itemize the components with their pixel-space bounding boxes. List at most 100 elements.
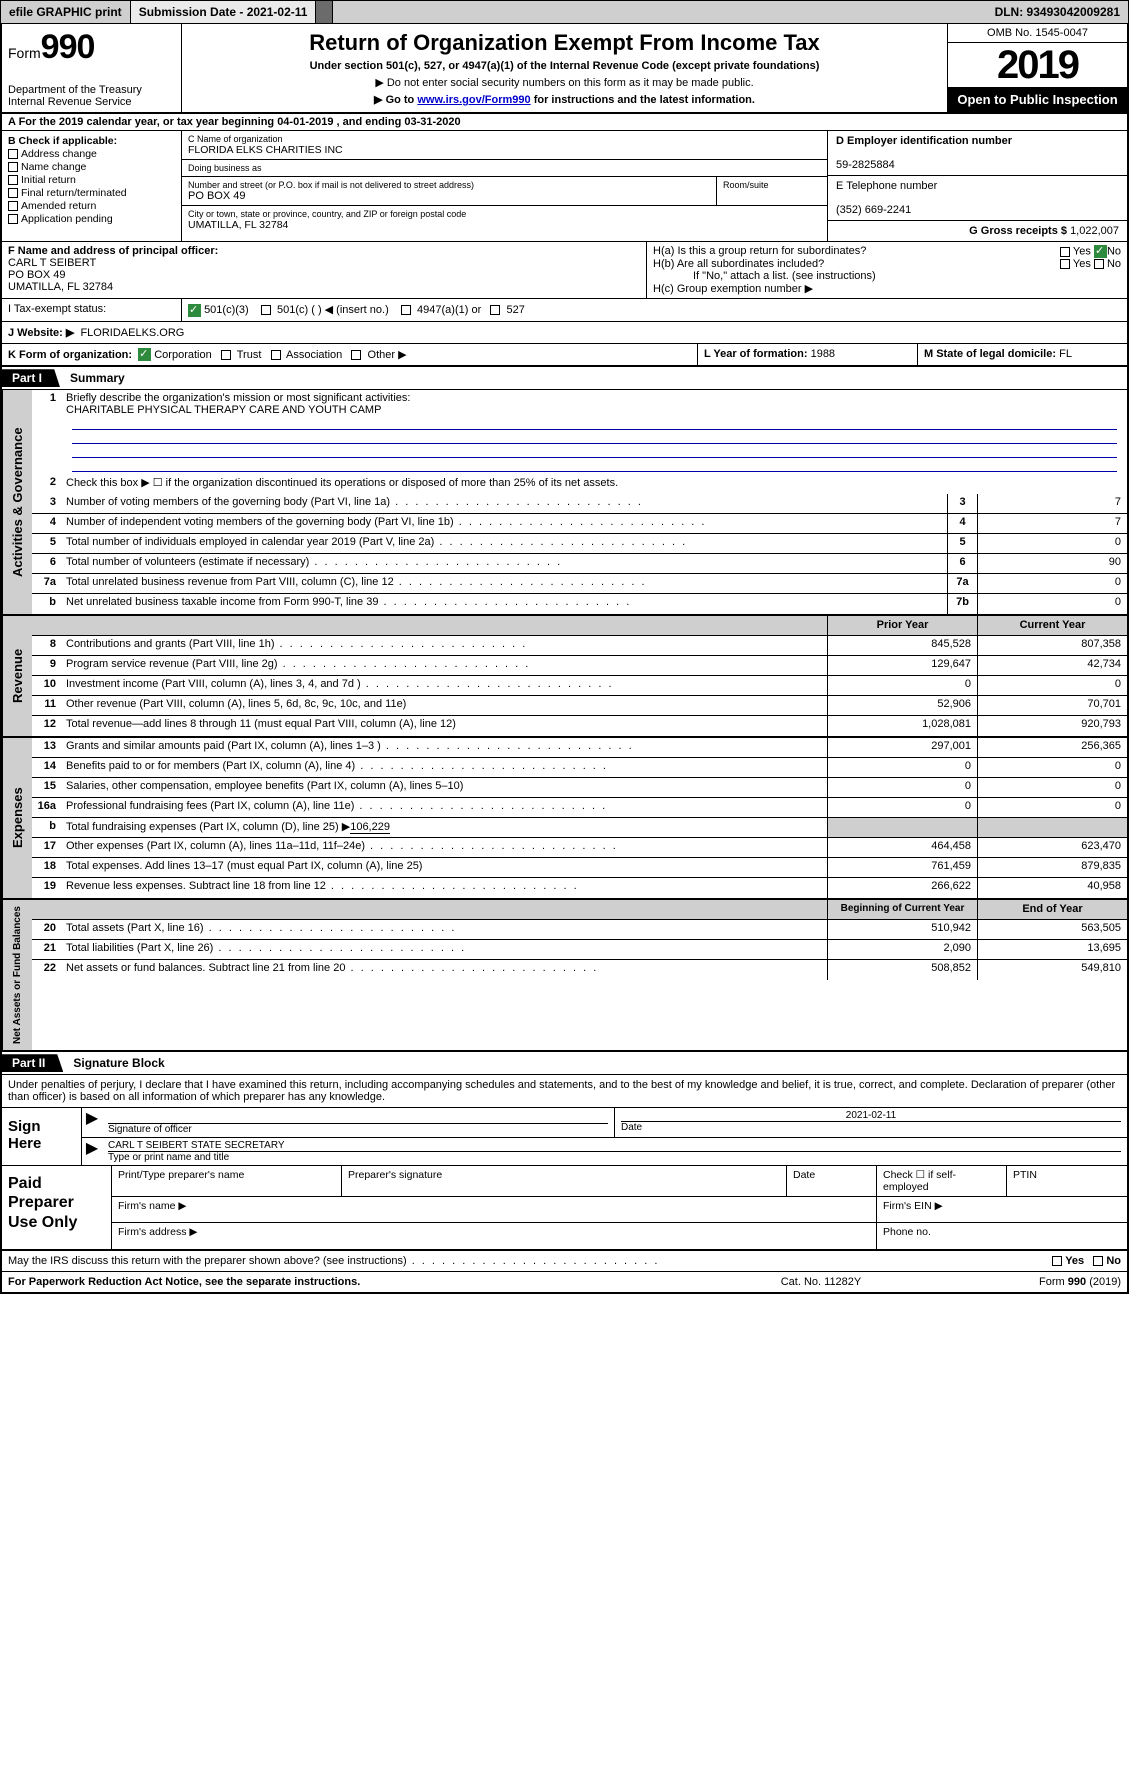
arrow-icon: ▶: [82, 1138, 102, 1165]
header-mid: Return of Organization Exempt From Incom…: [182, 24, 947, 112]
val-5: 0: [977, 534, 1127, 553]
preparer-sig[interactable]: Preparer's signature: [342, 1166, 787, 1196]
p9: 129,647: [827, 656, 977, 675]
q3-text: Number of voting members of the governin…: [62, 494, 947, 513]
cb-application-pending[interactable]: Application pending: [8, 213, 175, 225]
cb-initial-return[interactable]: Initial return: [8, 174, 175, 186]
preparer-date[interactable]: Date: [787, 1166, 877, 1196]
k-other[interactable]: Other ▶: [368, 349, 407, 361]
qnum-13: 13: [32, 738, 62, 757]
preparer-name[interactable]: Print/Type preparer's name: [112, 1166, 342, 1196]
netassets-body: Beginning of Current Year End of Year 20…: [32, 900, 1127, 1050]
sig-officer-cell[interactable]: Signature of officer: [102, 1108, 615, 1137]
cb-address-change[interactable]: Address change: [8, 148, 175, 160]
cb-amended-return[interactable]: Amended return: [8, 200, 175, 212]
i-501c3[interactable]: 501(c)(3): [204, 304, 249, 316]
row-j: J Website: ▶ FLORIDAELKS.ORG: [2, 322, 1127, 344]
q4-text: Number of independent voting members of …: [62, 514, 947, 533]
ha-yesno[interactable]: Yes No: [1060, 245, 1121, 258]
form-prefix: Form: [8, 45, 41, 61]
form-number: Form990: [8, 28, 175, 67]
q19-text: Revenue less expenses. Subtract line 18 …: [62, 878, 827, 898]
mission-line: [72, 458, 1117, 472]
firm-phone[interactable]: Phone no.: [877, 1223, 1127, 1249]
vlabel-governance: Activities & Governance: [2, 390, 32, 614]
qnum-17: 17: [32, 838, 62, 857]
qnum-8: 8: [32, 636, 62, 655]
preparer-ptin[interactable]: PTIN: [1007, 1166, 1127, 1196]
i-4947[interactable]: 4947(a)(1) or: [417, 304, 481, 316]
ha-text: H(a) Is this a group return for subordin…: [653, 245, 1060, 258]
q10-text: Investment income (Part VIII, column (A)…: [62, 676, 827, 695]
row-a-text: A For the 2019 calendar year, or tax yea…: [8, 116, 461, 128]
q8-text: Contributions and grants (Part VIII, lin…: [62, 636, 827, 655]
section-netassets: Net Assets or Fund Balances Beginning of…: [2, 900, 1127, 1052]
submission-date-button[interactable]: Submission Date - 2021-02-11: [131, 1, 317, 23]
addr-value: PO BOX 49: [188, 190, 710, 202]
mission-line: [72, 444, 1117, 458]
i-527[interactable]: 527: [506, 304, 524, 316]
numcol-5: 5: [947, 534, 977, 553]
dba-cell: Doing business as: [182, 160, 827, 177]
i-label: I Tax-exempt status:: [2, 299, 182, 321]
k-corp[interactable]: Corporation: [154, 349, 211, 361]
part2-label: Part II: [2, 1054, 63, 1072]
row-fh: F Name and address of principal officer:…: [2, 242, 1127, 299]
city-value: UMATILLA, FL 32784: [188, 219, 821, 231]
c15: 0: [977, 778, 1127, 797]
phone-cell: E Telephone number (352) 669-2241: [828, 176, 1127, 221]
qnum-19: 19: [32, 878, 62, 898]
paid-cells: Print/Type preparer's name Preparer's si…: [112, 1166, 1127, 1249]
expenses-body: 13 Grants and similar amounts paid (Part…: [32, 738, 1127, 898]
p10: 0: [827, 676, 977, 695]
dept-treasury: Department of the Treasury Internal Reve…: [8, 84, 175, 108]
q14-text: Benefits paid to or for members (Part IX…: [62, 758, 827, 777]
val-3: 7: [977, 494, 1127, 513]
hb-yesno[interactable]: Yes No: [1060, 258, 1121, 270]
irs-link[interactable]: www.irs.gov/Form990: [417, 94, 530, 106]
header-left: Form990 Department of the Treasury Inter…: [2, 24, 182, 112]
hdr-end: End of Year: [977, 900, 1127, 919]
sig-date-cell: 2021-02-11 Date: [615, 1108, 1127, 1137]
spacer: [62, 616, 827, 635]
cb-name-change[interactable]: Name change: [8, 161, 175, 173]
firm-ein[interactable]: Firm's EIN ▶: [877, 1197, 1127, 1222]
k-trust[interactable]: Trust: [237, 349, 262, 361]
hb-note: If "No," attach a list. (see instruction…: [653, 270, 1121, 282]
sign-cells: ▶ Signature of officer 2021-02-11 Date ▶…: [82, 1108, 1127, 1165]
note-goto: ▶ Go to www.irs.gov/Form990 for instruct…: [192, 93, 937, 106]
signature-block: Under penalties of perjury, I declare th…: [2, 1075, 1127, 1251]
mission-line: [72, 430, 1117, 444]
preparer-check[interactable]: Check ☐ if self-employed: [877, 1166, 1007, 1196]
numcol-7b: 7b: [947, 594, 977, 614]
val-4: 7: [977, 514, 1127, 533]
footer-left: For Paperwork Reduction Act Notice, see …: [8, 1276, 721, 1288]
k-assoc[interactable]: Association: [286, 349, 342, 361]
c10: 0: [977, 676, 1127, 695]
discuss-yesno[interactable]: Yes No: [1052, 1255, 1121, 1267]
org-name-cell: C Name of organization FLORIDA ELKS CHAR…: [182, 131, 827, 160]
paid-preparer-row: Paid Preparer Use Only Print/Type prepar…: [2, 1166, 1127, 1249]
h-block: H(a) Is this a group return for subordin…: [647, 242, 1127, 298]
q13-text: Grants and similar amounts paid (Part IX…: [62, 738, 827, 757]
p22: 508,852: [827, 960, 977, 980]
cb-final-return[interactable]: Final return/terminated: [8, 187, 175, 199]
sign-here-label: Sign Here: [2, 1108, 82, 1165]
firm-addr[interactable]: Firm's address ▶: [112, 1223, 877, 1249]
room-cell: Room/suite: [717, 177, 827, 205]
e-value: (352) 669-2241: [836, 204, 911, 216]
i-501c[interactable]: 501(c) ( ) ◀ (insert no.): [277, 304, 389, 316]
hdr-begin: Beginning of Current Year: [827, 900, 977, 919]
toolbar-spacer: [333, 1, 986, 23]
city-cell: City or town, state or province, country…: [182, 206, 827, 234]
efile-label[interactable]: efile GRAPHIC print: [1, 1, 131, 23]
p17: 464,458: [827, 838, 977, 857]
m-label: M State of legal domicile:: [924, 348, 1056, 360]
q1-value: CHARITABLE PHYSICAL THERAPY CARE AND YOU…: [66, 404, 381, 416]
l-label: L Year of formation:: [704, 348, 808, 360]
firm-name[interactable]: Firm's name ▶: [112, 1197, 877, 1222]
q21-text: Total liabilities (Part X, line 26): [62, 940, 827, 959]
p13: 297,001: [827, 738, 977, 757]
qnum-20: 20: [32, 920, 62, 939]
section-governance: Activities & Governance 1 Briefly descri…: [2, 390, 1127, 616]
